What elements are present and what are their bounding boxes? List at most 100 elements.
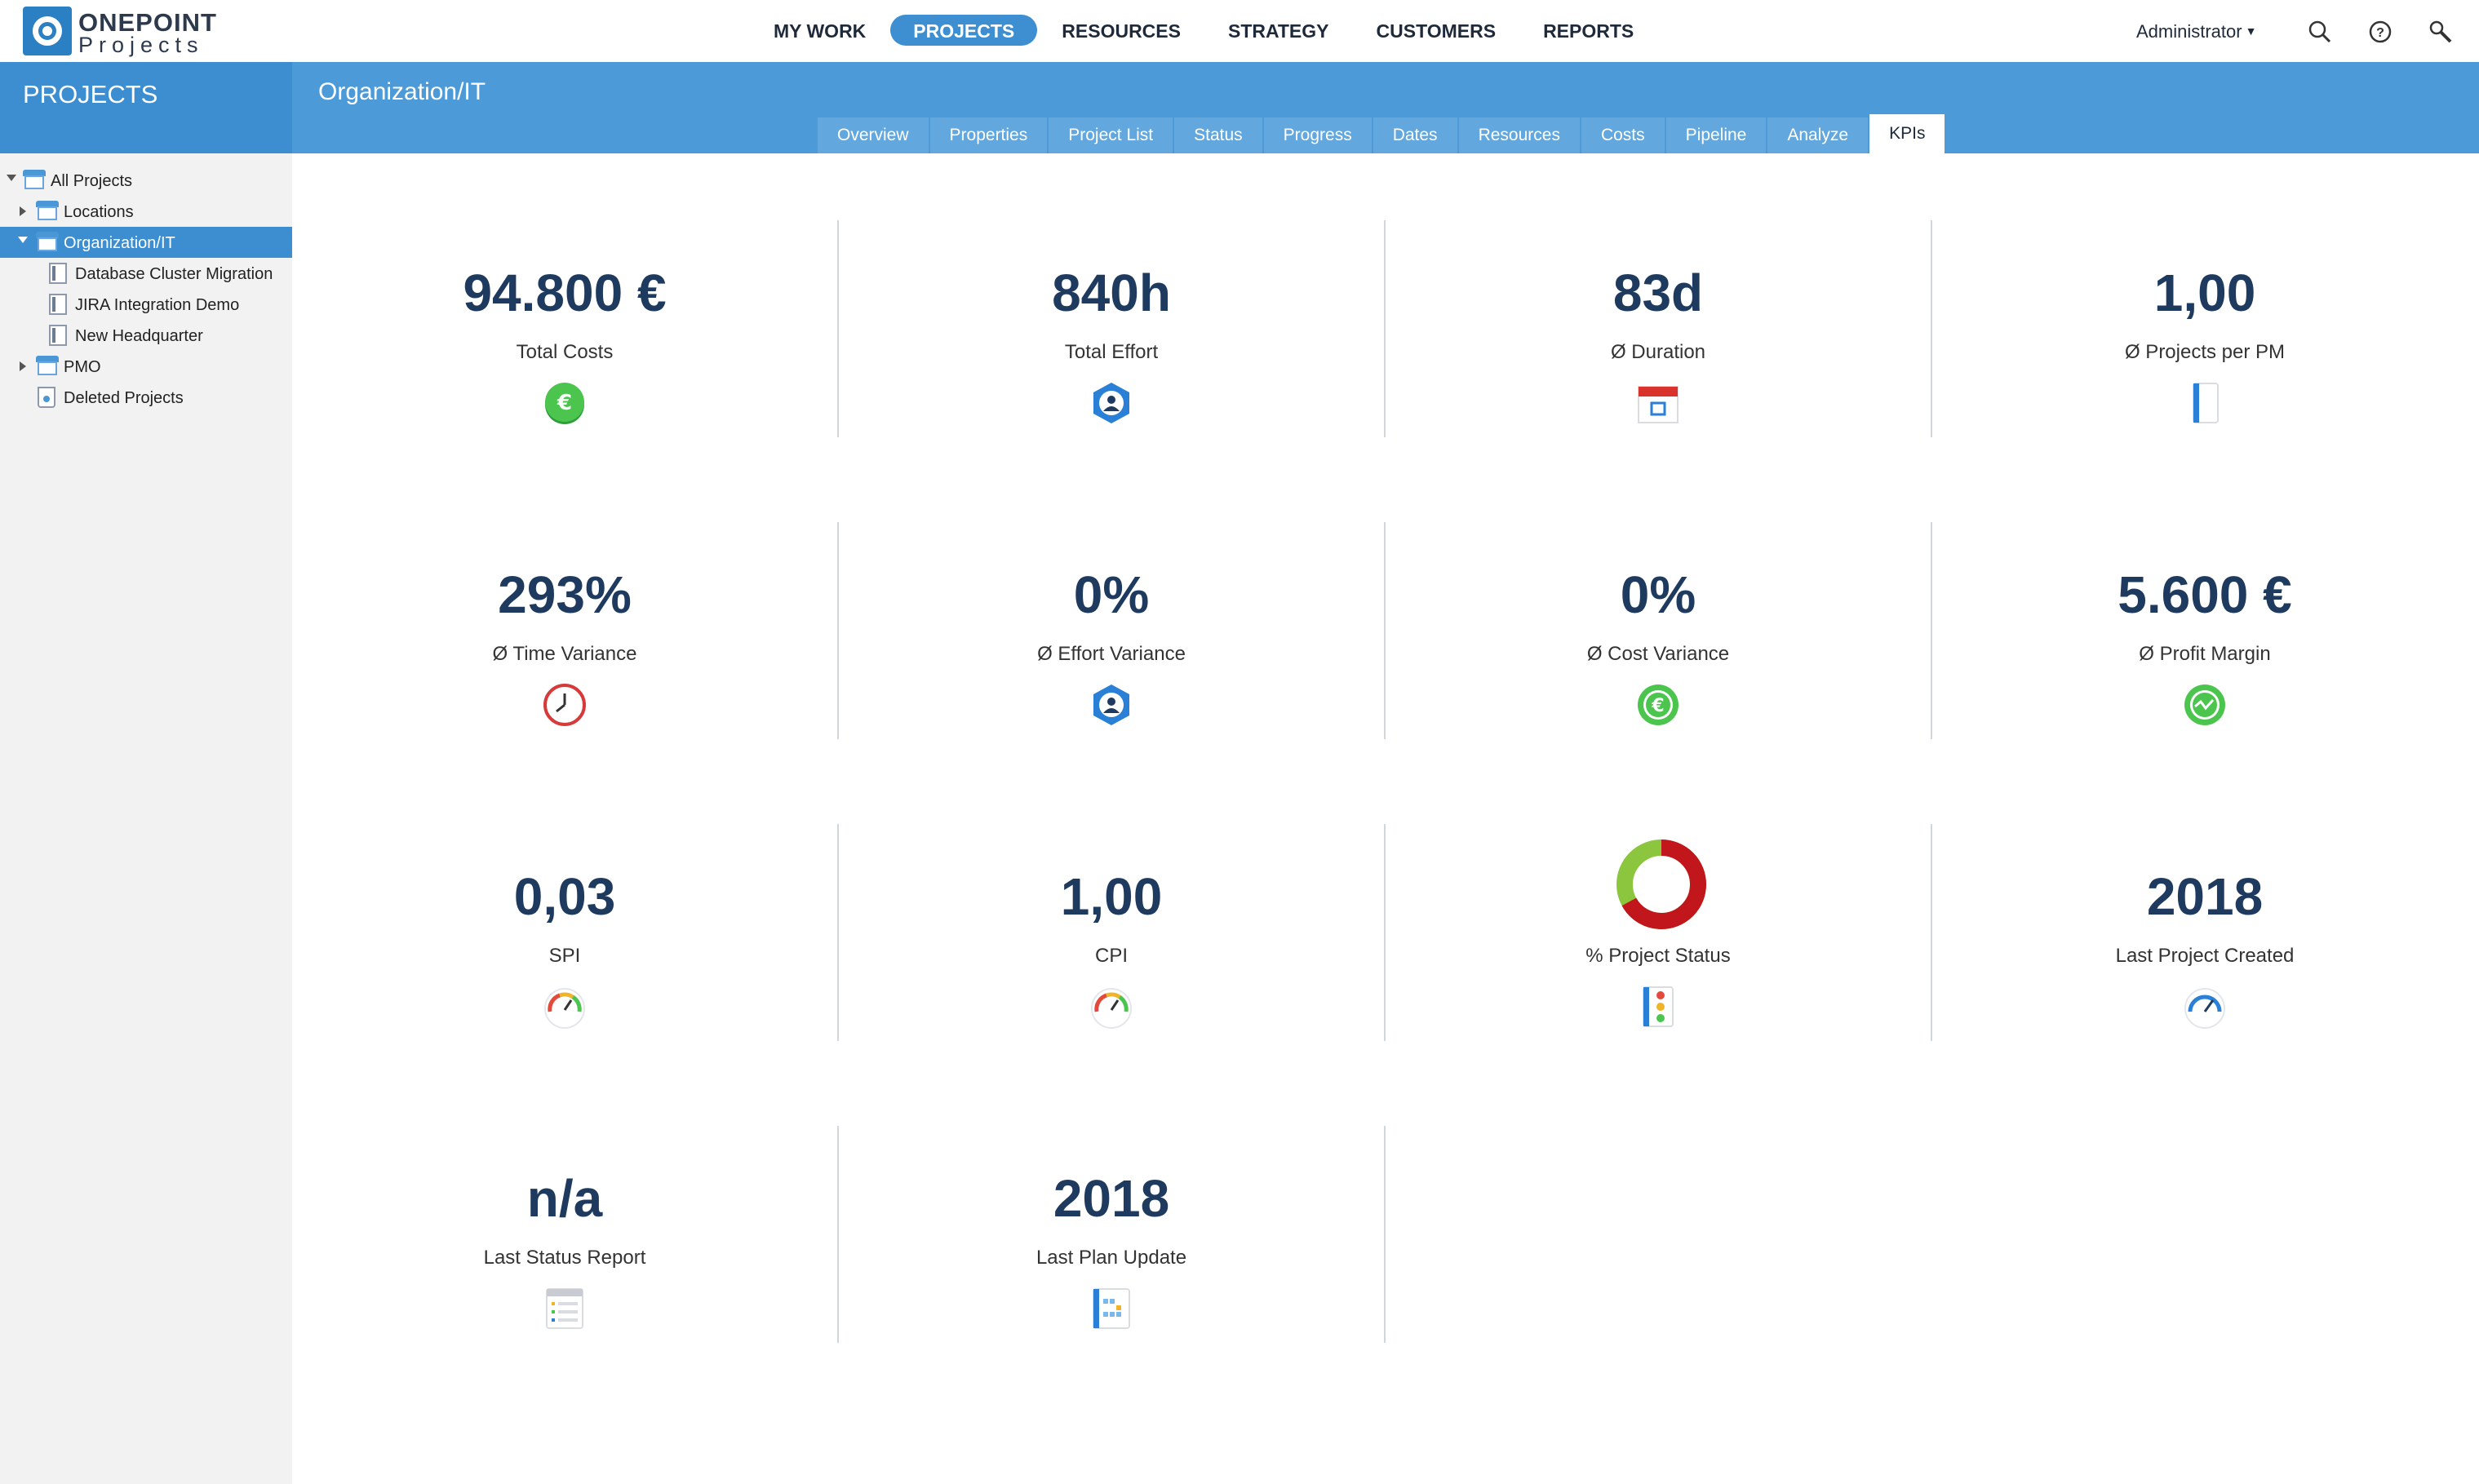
tree-item-label: All Projects bbox=[51, 172, 133, 190]
expand-arrow-icon[interactable] bbox=[7, 175, 16, 181]
tab-costs[interactable]: Costs bbox=[1581, 117, 1666, 153]
kpi-grid: 94.800 € Total Costs € 840h Total Effort… bbox=[292, 153, 2479, 1484]
tab-pipeline[interactable]: Pipeline bbox=[1665, 117, 1768, 153]
expand-arrow-icon[interactable] bbox=[18, 237, 28, 243]
kpi-effort-variance[interactable]: 0% Ø Effort Variance bbox=[839, 522, 1386, 742]
tab-overview[interactable]: Overview bbox=[818, 117, 930, 153]
search-icon[interactable] bbox=[2308, 20, 2332, 44]
tab-dates[interactable]: Dates bbox=[1373, 117, 1459, 153]
kpi-cpi[interactable]: 1,00 CPI bbox=[839, 824, 1386, 1044]
tree-item-database-cluster-migration[interactable]: Database Cluster Migration bbox=[0, 258, 292, 289]
tree-item-pmo[interactable]: PMO bbox=[0, 351, 292, 382]
kpi-divider bbox=[1931, 522, 1932, 739]
checklist-icon bbox=[546, 1288, 583, 1329]
tab-kpis[interactable]: KPIs bbox=[1869, 114, 1947, 153]
tree-item-all-projects[interactable]: All Projects bbox=[0, 165, 292, 196]
kpi-value: 5.600 € bbox=[2118, 565, 2292, 624]
kpi-last-status-report[interactable]: n/a Last Status Report bbox=[292, 1126, 839, 1346]
kpi-label: Ø Profit Margin bbox=[2139, 643, 2271, 665]
kpi-label: Last Project Created bbox=[2115, 945, 2295, 967]
kpi-total-costs[interactable]: 94.800 € Total Costs € bbox=[292, 220, 839, 441]
nav-resources[interactable]: RESOURCES bbox=[1062, 20, 1181, 42]
person-badge-icon bbox=[1093, 383, 1129, 423]
tree-item-jira-integration-demo[interactable]: JIRA Integration Demo bbox=[0, 289, 292, 320]
collapse-arrow-icon[interactable] bbox=[20, 361, 26, 371]
kpi-label: Ø Duration bbox=[1610, 341, 1706, 363]
kpi-label: Ø Time Variance bbox=[492, 643, 637, 665]
kpi-profit-margin[interactable]: 5.600 € Ø Profit Margin bbox=[1932, 522, 2479, 742]
tab-analyze[interactable]: Analyze bbox=[1767, 117, 1870, 153]
clock-icon bbox=[543, 684, 586, 726]
kpi-value: 0% bbox=[1073, 565, 1150, 624]
nav-reports[interactable]: REPORTS bbox=[1543, 20, 1634, 42]
kpi-value: n/a bbox=[526, 1169, 603, 1228]
kpi-cost-variance[interactable]: 0% Ø Cost Variance € bbox=[1386, 522, 1932, 742]
svg-text:€: € bbox=[1651, 696, 1664, 716]
gauge-icon bbox=[1091, 988, 1132, 1029]
nav-strategy[interactable]: STRATEGY bbox=[1227, 20, 1329, 42]
kpi-total-effort[interactable]: 840h Total Effort bbox=[839, 220, 1386, 441]
logo-text-secondary: Projects bbox=[78, 33, 204, 57]
sidebar-title: PROJECTS bbox=[23, 80, 158, 109]
kpi-project-status[interactable]: % Project Status bbox=[1386, 824, 1932, 1044]
kpi-value: 0% bbox=[1620, 565, 1696, 624]
kpi-value: 2018 bbox=[1053, 1169, 1170, 1228]
kpi-divider bbox=[837, 220, 839, 437]
folder-icon bbox=[36, 232, 59, 251]
nav-my-work[interactable]: MY WORK bbox=[774, 20, 867, 42]
project-icon bbox=[49, 325, 67, 346]
tab-resources[interactable]: Resources bbox=[1458, 117, 1581, 153]
tree-item-label: Organization/IT bbox=[64, 234, 175, 252]
nav-projects[interactable]: PROJECTS bbox=[890, 15, 1038, 46]
user-menu[interactable]: Administrator ▼ bbox=[2136, 21, 2256, 42]
kpi-last-plan-update[interactable]: 2018 Last Plan Update bbox=[839, 1126, 1386, 1346]
project-icon bbox=[49, 294, 67, 315]
tab-project-list[interactable]: Project List bbox=[1049, 117, 1175, 153]
kpi-value: 94.800 € bbox=[463, 264, 667, 322]
user-name: Administrator bbox=[2136, 21, 2242, 42]
calendar-icon bbox=[1638, 386, 1679, 423]
kpi-label: Last Status Report bbox=[483, 1247, 646, 1269]
kpi-divider bbox=[1931, 220, 1932, 437]
kpi-divider bbox=[1384, 522, 1386, 739]
plan-chart-icon bbox=[1093, 1288, 1130, 1329]
nav-customers[interactable]: CUSTOMERS bbox=[1376, 20, 1497, 42]
folder-icon bbox=[36, 201, 59, 220]
collapse-arrow-icon[interactable] bbox=[20, 206, 26, 216]
app-logo[interactable]: ONEPOINT Projects bbox=[23, 7, 219, 57]
tab-properties[interactable]: Properties bbox=[929, 117, 1049, 153]
kpi-divider bbox=[837, 522, 839, 739]
kpi-last-project-created[interactable]: 2018 Last Project Created bbox=[1932, 824, 2479, 1044]
kpi-label: Ø Effort Variance bbox=[1037, 643, 1186, 665]
tree-item-new-headquarter[interactable]: New Headquarter bbox=[0, 320, 292, 351]
tab-status[interactable]: Status bbox=[1174, 117, 1264, 153]
tree-item-deleted-projects[interactable]: Deleted Projects bbox=[0, 382, 292, 413]
kpi-spi[interactable]: 0,03 SPI bbox=[292, 824, 839, 1044]
folder-icon bbox=[36, 356, 59, 375]
kpi-divider bbox=[1384, 1126, 1386, 1343]
tree-item-label: JIRA Integration Demo bbox=[75, 296, 240, 314]
project-tree: All Projects Locations Organization/IT D… bbox=[0, 153, 292, 1484]
tree-item-organization-it[interactable]: Organization/IT bbox=[0, 227, 292, 258]
kpi-label: Last Plan Update bbox=[1036, 1247, 1187, 1269]
kpi-divider bbox=[1384, 824, 1386, 1041]
kpi-label: % Project Status bbox=[1585, 945, 1731, 967]
kpi-divider bbox=[837, 824, 839, 1041]
logo-text-primary: ONEPOINT bbox=[78, 8, 217, 37]
speedometer-icon bbox=[2184, 988, 2225, 1029]
kpi-value: 2018 bbox=[2146, 867, 2264, 926]
trash-icon bbox=[38, 387, 55, 408]
kpi-label: Ø Projects per PM bbox=[2124, 341, 2286, 363]
kpi-projects-per-pm[interactable]: 1,00 Ø Projects per PM bbox=[1932, 220, 2479, 441]
kpi-time-variance[interactable]: 293% Ø Time Variance bbox=[292, 522, 839, 742]
help-icon[interactable]: ? bbox=[2368, 20, 2393, 44]
tab-progress[interactable]: Progress bbox=[1263, 117, 1373, 153]
traffic-light-icon bbox=[1643, 986, 1674, 1027]
kpi-duration[interactable]: 83d Ø Duration bbox=[1386, 220, 1932, 441]
tree-item-locations[interactable]: Locations bbox=[0, 196, 292, 227]
donut-slice-red bbox=[1616, 839, 1706, 929]
tree-item-label: PMO bbox=[64, 358, 101, 376]
kpi-value: 293% bbox=[498, 565, 632, 624]
kpi-label: CPI bbox=[1094, 945, 1128, 967]
tools-icon[interactable] bbox=[2428, 20, 2453, 44]
